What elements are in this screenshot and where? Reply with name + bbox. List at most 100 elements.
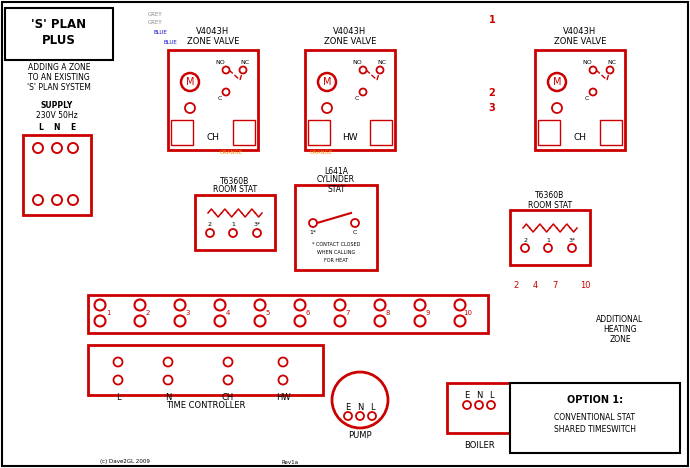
Text: TO AN EXISTING: TO AN EXISTING — [28, 73, 90, 82]
Bar — [308, 120, 330, 145]
Circle shape — [335, 300, 346, 310]
Text: NO: NO — [352, 60, 362, 66]
Circle shape — [332, 372, 388, 428]
Text: NO: NO — [215, 60, 225, 66]
Text: 10: 10 — [580, 280, 590, 290]
Text: 2: 2 — [208, 222, 212, 227]
Text: CH: CH — [573, 133, 586, 142]
Text: N: N — [54, 123, 60, 132]
Text: E: E — [464, 390, 470, 400]
Circle shape — [415, 315, 426, 327]
Text: SUPPLY: SUPPLY — [41, 102, 73, 110]
Text: ZONE VALVE: ZONE VALVE — [187, 37, 239, 46]
Text: 1: 1 — [231, 222, 235, 227]
Text: 10: 10 — [464, 310, 473, 316]
Text: ZONE VALVE: ZONE VALVE — [554, 37, 607, 46]
Circle shape — [68, 195, 78, 205]
Circle shape — [224, 358, 233, 366]
Circle shape — [95, 300, 106, 310]
Circle shape — [309, 219, 317, 227]
Circle shape — [33, 143, 43, 153]
Text: E: E — [70, 123, 76, 132]
Text: V4043H: V4043H — [333, 28, 366, 37]
Text: HW: HW — [276, 393, 290, 402]
Circle shape — [475, 401, 483, 409]
Circle shape — [222, 88, 230, 95]
Circle shape — [33, 195, 43, 205]
Bar — [295, 185, 377, 270]
Circle shape — [322, 103, 332, 113]
Circle shape — [215, 300, 226, 310]
Circle shape — [368, 412, 376, 420]
Text: 1: 1 — [106, 310, 110, 316]
Text: 4: 4 — [226, 310, 230, 316]
Bar — [510, 210, 590, 265]
Text: CH: CH — [222, 393, 234, 402]
Text: 8: 8 — [386, 310, 391, 316]
Text: HEATING: HEATING — [603, 326, 637, 335]
Text: NC: NC — [607, 60, 617, 66]
Circle shape — [552, 103, 562, 113]
Text: 3: 3 — [186, 310, 190, 316]
Text: NC: NC — [377, 60, 386, 66]
Circle shape — [463, 401, 471, 409]
Circle shape — [135, 315, 146, 327]
Circle shape — [164, 358, 172, 366]
Text: 2: 2 — [523, 237, 527, 242]
Text: 1*: 1* — [310, 231, 317, 235]
Text: GREY: GREY — [148, 12, 163, 16]
Circle shape — [52, 195, 62, 205]
Circle shape — [135, 300, 146, 310]
Text: NC: NC — [240, 60, 250, 66]
Text: V4043H: V4043H — [563, 28, 597, 37]
Text: ROOM STAT: ROOM STAT — [528, 200, 572, 210]
Text: SHARED TIMESWITCH: SHARED TIMESWITCH — [554, 425, 636, 434]
Bar — [510, 383, 680, 453]
Text: BOILER: BOILER — [464, 440, 494, 449]
Circle shape — [359, 66, 366, 73]
Text: STAT: STAT — [327, 184, 345, 193]
Text: CYLINDER: CYLINDER — [317, 176, 355, 184]
Circle shape — [279, 375, 288, 385]
Circle shape — [589, 66, 596, 73]
Text: ZONE VALVE: ZONE VALVE — [324, 37, 376, 46]
Text: N: N — [165, 393, 171, 402]
Bar — [447, 383, 512, 433]
Text: 2: 2 — [489, 88, 495, 98]
Text: ADDING A ZONE: ADDING A ZONE — [28, 64, 90, 73]
Bar — [5, 8, 113, 60]
Circle shape — [175, 315, 186, 327]
Text: T6360B: T6360B — [535, 191, 564, 200]
Text: 'S' PLAN SYSTEM: 'S' PLAN SYSTEM — [27, 83, 91, 93]
Text: ORANGE: ORANGE — [310, 151, 333, 155]
Bar — [233, 120, 255, 145]
Text: N: N — [357, 403, 363, 412]
Text: C: C — [353, 231, 357, 235]
Bar — [171, 120, 193, 145]
Text: ROOM STAT: ROOM STAT — [213, 185, 257, 195]
Bar — [488, 8, 684, 396]
Text: BLUE: BLUE — [163, 39, 177, 44]
Bar — [370, 120, 392, 145]
Circle shape — [335, 315, 346, 327]
Text: GREY: GREY — [148, 21, 163, 25]
Circle shape — [589, 88, 596, 95]
Bar — [195, 195, 275, 250]
Text: (c) Dave2GL 2009: (c) Dave2GL 2009 — [100, 460, 150, 465]
Circle shape — [521, 244, 529, 252]
Text: L: L — [116, 393, 120, 402]
Text: L: L — [370, 403, 374, 412]
Text: WHEN CALLING: WHEN CALLING — [317, 250, 355, 256]
Text: HW: HW — [342, 133, 358, 142]
Bar — [600, 120, 622, 145]
Circle shape — [375, 300, 386, 310]
Circle shape — [455, 315, 466, 327]
Circle shape — [279, 358, 288, 366]
Text: Rev1a: Rev1a — [282, 460, 299, 465]
Text: * CONTACT CLOSED: * CONTACT CLOSED — [312, 242, 360, 248]
Text: L: L — [489, 390, 493, 400]
Bar — [538, 120, 560, 145]
Text: FOR HEAT: FOR HEAT — [324, 258, 348, 263]
Text: ZONE: ZONE — [609, 336, 631, 344]
Bar — [535, 50, 625, 150]
